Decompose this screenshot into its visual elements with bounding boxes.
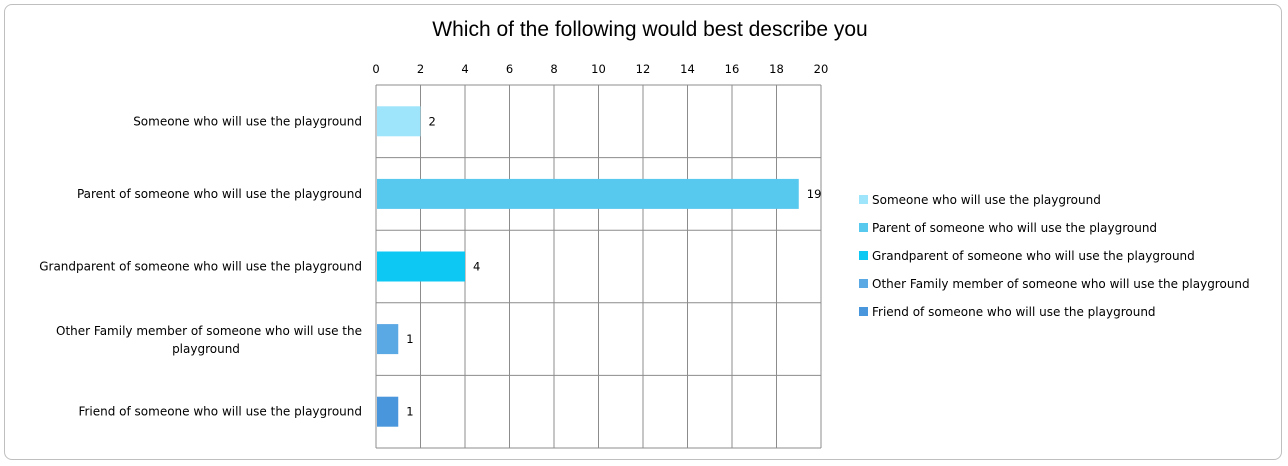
legend-label: Friend of someone who will use the playg… bbox=[872, 305, 1156, 319]
x-tick-label: 2 bbox=[417, 62, 424, 76]
data-label: 2 bbox=[429, 114, 436, 128]
x-axis-ticks: 0 2 4 6 8 10 12 14 16 18 20 bbox=[372, 62, 828, 76]
x-tick-label: 16 bbox=[725, 62, 740, 76]
legend-swatch bbox=[859, 251, 868, 260]
legend-label: Someone who will use the playground bbox=[872, 193, 1101, 207]
category-label-continued: playground bbox=[172, 342, 240, 356]
x-tick-label: 10 bbox=[591, 62, 606, 76]
legend-label: Other Family member of someone who will … bbox=[872, 277, 1250, 291]
legend-swatch bbox=[859, 307, 868, 316]
x-tick-label: 12 bbox=[636, 62, 651, 76]
legend-label: Parent of someone who will use the playg… bbox=[872, 221, 1157, 235]
x-tick-label: 14 bbox=[680, 62, 695, 76]
bar bbox=[377, 178, 799, 209]
data-label: 19 bbox=[807, 187, 822, 201]
bar bbox=[377, 396, 399, 427]
x-tick-label: 8 bbox=[550, 62, 557, 76]
data-labels: 2 19 4 1 1 bbox=[406, 114, 821, 418]
x-tick-label: 4 bbox=[461, 62, 468, 76]
category-labels: Someone who will use the playground Paren… bbox=[39, 114, 362, 418]
category-label: Other Family member of someone who will … bbox=[56, 324, 362, 338]
bar bbox=[377, 251, 465, 282]
x-tick-label: 6 bbox=[506, 62, 513, 76]
category-label: Someone who will use the playground bbox=[133, 114, 362, 128]
grid bbox=[375, 84, 822, 449]
legend-swatch bbox=[859, 195, 868, 204]
x-tick-label: 20 bbox=[814, 62, 829, 76]
category-label: Friend of someone who will use the playg… bbox=[78, 405, 362, 419]
data-label: 1 bbox=[406, 332, 413, 346]
bars bbox=[377, 106, 799, 427]
category-label: Parent of someone who will use the playg… bbox=[77, 187, 362, 201]
data-label: 4 bbox=[473, 260, 480, 274]
chart-title: Which of the following would best descri… bbox=[432, 18, 867, 41]
legend-label: Grandparent of someone who will use the … bbox=[872, 249, 1195, 263]
bar bbox=[377, 106, 421, 137]
category-label: Grandparent of someone who will use the … bbox=[39, 260, 362, 274]
bar bbox=[377, 324, 399, 355]
legend: Someone who will use the playground Paren… bbox=[859, 193, 1250, 319]
x-tick-label: 0 bbox=[372, 62, 379, 76]
data-label: 1 bbox=[406, 405, 413, 419]
x-tick-label: 18 bbox=[769, 62, 784, 76]
legend-swatch bbox=[859, 279, 868, 288]
legend-swatch bbox=[859, 223, 868, 232]
